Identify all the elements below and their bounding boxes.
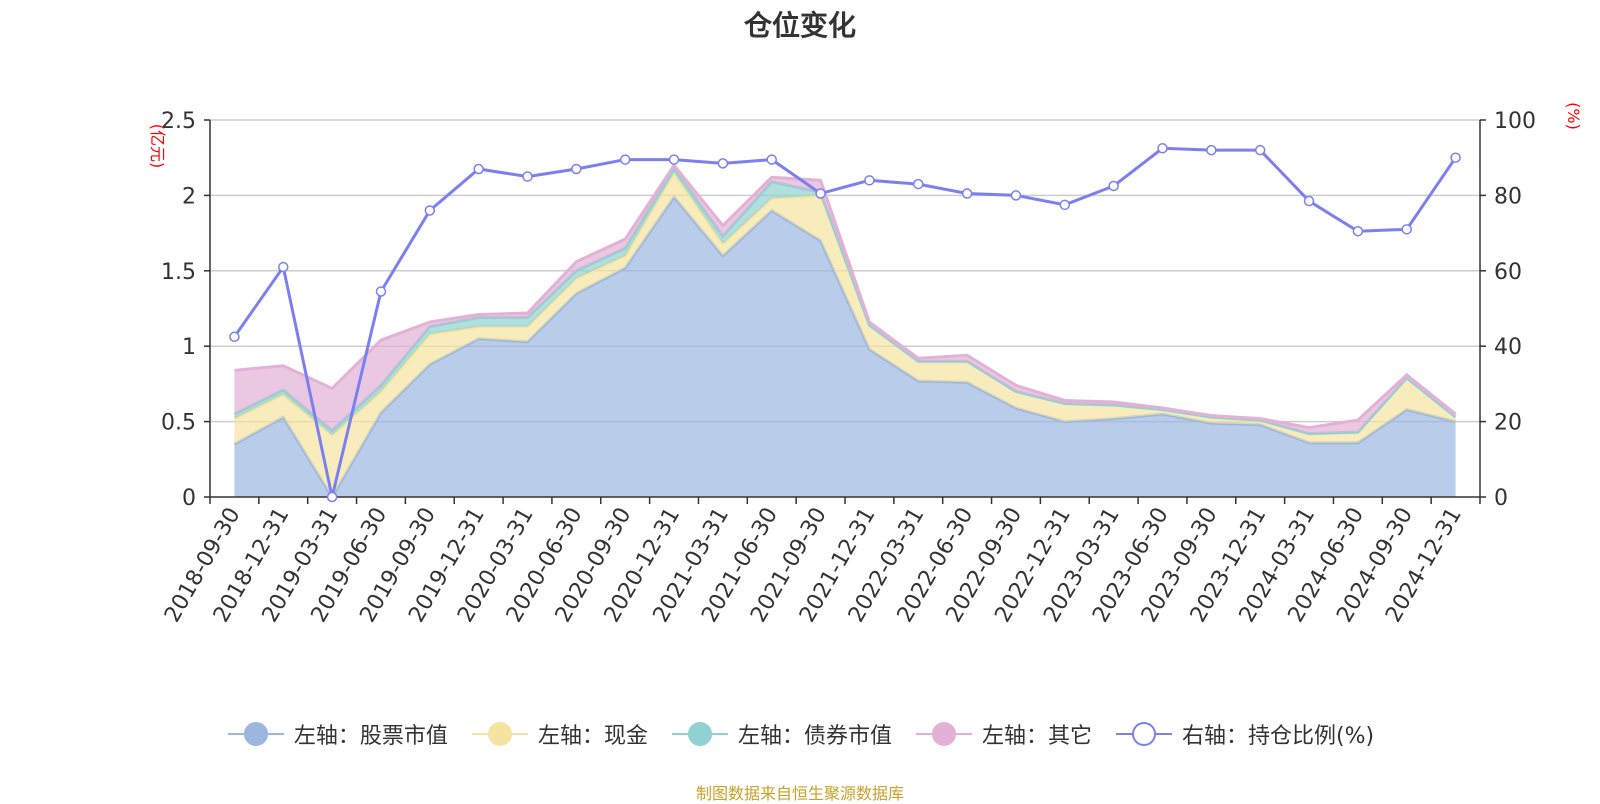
legend-label: 左轴：其它 [981, 724, 1092, 749]
ratio-point [766, 154, 777, 165]
legend-label: 左轴：股票市值 [293, 724, 448, 749]
left-axis-tick-label: 1.5 [161, 260, 196, 285]
ratio-point [522, 171, 533, 182]
legend-hollow-circle-icon [1115, 722, 1172, 746]
ratio-point [229, 331, 240, 343]
legend-item[interactable]: 左轴：其它 [914, 718, 1092, 750]
ratio-point [375, 286, 387, 297]
ratio-point [864, 175, 875, 186]
ratio-point [473, 163, 484, 175]
chart-title: 仓位变化 [743, 9, 856, 42]
area-top-line-左轴：股票市值 [233, 194, 1456, 500]
ratio-point [1450, 152, 1461, 163]
ratio-point [913, 178, 924, 190]
ratio-point [1401, 224, 1412, 235]
ratio-point [424, 205, 436, 216]
left-axis-unit-label: (亿元) [148, 124, 167, 169]
legend-label: 右轴：持仓比例(%) [1181, 724, 1375, 749]
ratio-point [1010, 190, 1022, 201]
area-top-line-左轴：其它 [234, 162, 1457, 430]
right-axis-tick-label: 100 [1494, 109, 1536, 134]
legend-item[interactable]: 左轴：债券市值 [670, 718, 892, 750]
right-axis-tick-label: 20 [1494, 411, 1522, 436]
ratio-point [1206, 144, 1217, 156]
ratio-point [1254, 144, 1266, 156]
left-axis-tick-label: 1 [182, 335, 196, 360]
right-axis-tick-label: 60 [1494, 260, 1522, 285]
ratio-point [668, 154, 680, 165]
right-axis-tick-label: 0 [1494, 486, 1508, 511]
area-左轴：股票市值 [234, 196, 1456, 497]
ratio-point [961, 188, 973, 199]
ratio-point [326, 491, 338, 503]
ratio-point [815, 188, 826, 199]
legend-filled-circle-icon [915, 722, 972, 746]
left-axis-tick-label: 2 [182, 184, 196, 209]
right-axis-unit-label: (%) [1564, 102, 1583, 130]
left-axis-tick-label: 0.5 [161, 411, 196, 436]
legend-item[interactable]: 右轴：持仓比例(%) [1114, 718, 1374, 750]
left-axis-tick-label: 2.5 [161, 109, 196, 134]
chart-plot-svg: 00.511.522.50204060801002018-09-302018-1… [148, 102, 1583, 627]
ratio-point [571, 163, 582, 175]
source-note: 制图数据来自恒生聚源数据库 [695, 784, 904, 803]
area-layer [233, 162, 1457, 500]
ratio-point [619, 154, 631, 165]
legend: 左轴：股票市值 左轴：现金 左轴：债券市值 左轴：其它 右轴：持仓比例(%) [0, 718, 1600, 750]
right-axis-tick-label: 40 [1494, 335, 1522, 360]
legend-label: 左轴：现金 [537, 724, 648, 749]
ratio-point [717, 158, 729, 169]
legend-item[interactable]: 左轴：股票市值 [226, 718, 448, 750]
legend-filled-circle-icon [227, 722, 284, 746]
right-axis-tick-label: 80 [1494, 184, 1522, 209]
ratio-point [1303, 195, 1315, 207]
ratio-point [1059, 199, 1071, 211]
legend-item[interactable]: 左轴：现金 [470, 718, 648, 750]
ratio-point [1352, 225, 1364, 237]
line-layer [229, 143, 1461, 503]
legend-label: 左轴：债券市值 [737, 724, 892, 749]
area-左轴：其它 [234, 165, 1456, 434]
ratio-line [233, 146, 1457, 498]
legend-filled-circle-icon [671, 722, 728, 746]
ratio-point [278, 261, 289, 273]
ratio-point [1108, 180, 1119, 192]
legend-filled-circle-icon [471, 722, 528, 746]
left-axis-tick-label: 0 [182, 486, 196, 511]
area-左轴：现金 [234, 172, 1456, 497]
ratio-point [1157, 143, 1168, 154]
